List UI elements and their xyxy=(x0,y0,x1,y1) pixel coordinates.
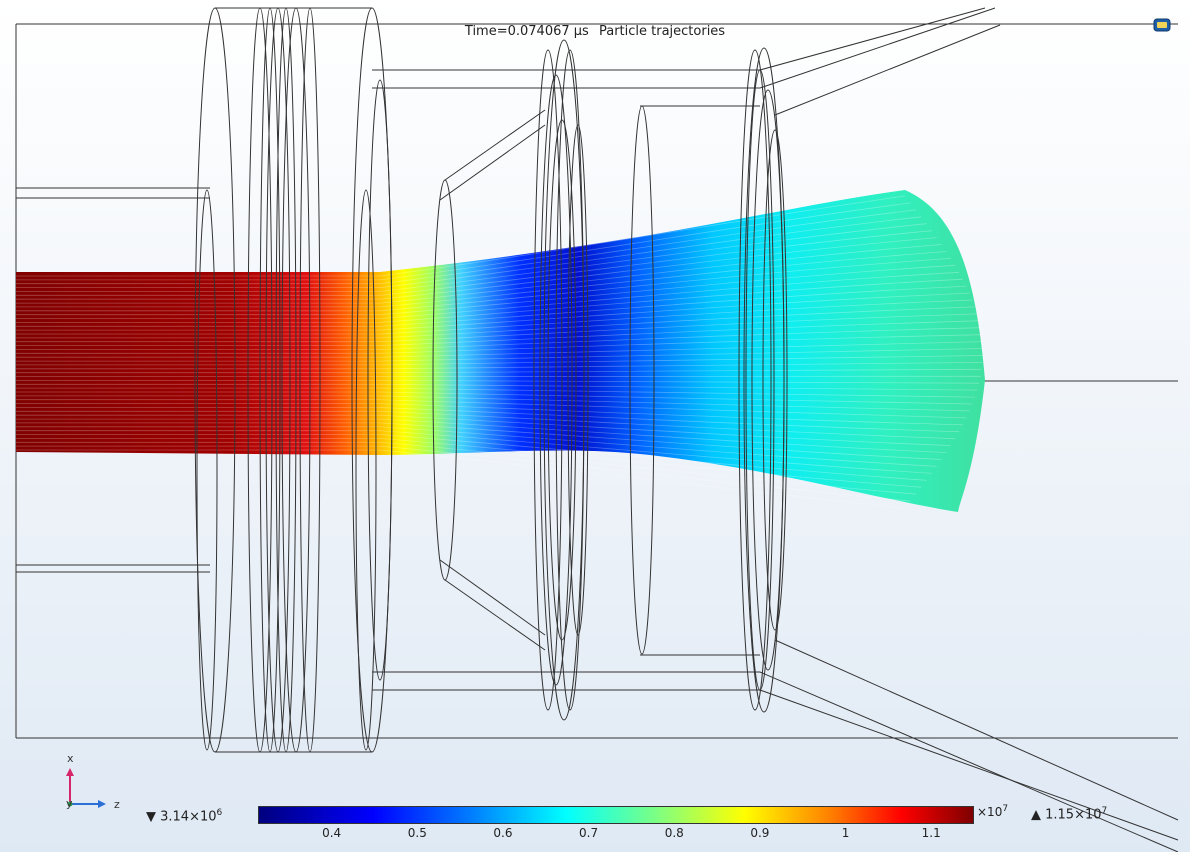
colorbar-gradient xyxy=(258,806,974,824)
colorbar-tick-label: 1 xyxy=(841,826,850,840)
colorbar-tick-label: 0.4 xyxy=(322,826,342,840)
beam-envelope xyxy=(16,190,985,512)
triad-label-y: y xyxy=(66,797,73,810)
colorbar-max-label: ▲ 1.15×107 xyxy=(1031,806,1108,823)
trajectory-line xyxy=(16,244,942,304)
trajectory-line xyxy=(16,445,911,502)
trajectory-line xyxy=(16,334,982,354)
camera-screen-icon[interactable] xyxy=(1152,16,1172,34)
trajectory-line xyxy=(16,195,906,277)
particle-beam xyxy=(16,190,985,512)
colorbar-tick-label: 0.5 xyxy=(407,826,427,840)
trajectory-line xyxy=(16,441,916,495)
trajectory-line xyxy=(16,403,964,426)
triad-y-axis xyxy=(67,801,73,807)
trajectory-line xyxy=(16,426,937,467)
trajectory-line xyxy=(16,216,922,288)
trajectory-line xyxy=(16,368,982,374)
trajectory-line xyxy=(16,202,911,281)
axis-triad xyxy=(66,768,106,808)
trajectory-line xyxy=(16,285,967,327)
trajectory-line xyxy=(16,430,932,474)
trajectory-line xyxy=(16,410,956,440)
trajectory-line xyxy=(16,362,983,370)
triad-x-arrow xyxy=(66,768,74,776)
trajectory-line xyxy=(16,383,978,391)
plot-title-text: Particle trajectories xyxy=(598,24,726,39)
electrode-geometry xyxy=(16,7,1179,852)
colorbar-tick-label: 0.6 xyxy=(493,826,513,840)
trajectory-lines xyxy=(16,195,984,509)
trajectory-line xyxy=(16,407,960,433)
trajectory-line xyxy=(16,306,976,339)
colorbar-multiplier: ×107 xyxy=(977,804,1009,819)
trajectory-line xyxy=(16,230,932,296)
trajectory-line xyxy=(16,387,976,398)
trajectory-line xyxy=(16,237,937,300)
triad-label-z: z xyxy=(114,798,120,811)
colorbar-tick-label: 0.7 xyxy=(579,826,599,840)
trajectory-line xyxy=(16,380,980,384)
trajectory-line xyxy=(16,223,927,292)
trajectory-line xyxy=(16,209,916,285)
trajectory-line xyxy=(16,313,978,343)
trajectory-line xyxy=(16,327,981,350)
triad-label-x: x xyxy=(67,752,74,765)
trajectory-line xyxy=(16,434,927,481)
trajectory-line xyxy=(16,449,906,509)
trajectory-line xyxy=(16,251,947,308)
time-label: Time=0.074067 µs xyxy=(464,24,589,39)
triad-z-arrow xyxy=(98,800,106,808)
colorbar-tick-label: 1.1 xyxy=(921,826,941,840)
colorbar-tick-label: 0.8 xyxy=(664,826,684,840)
trajectory-line xyxy=(16,422,942,460)
trajectory-line xyxy=(16,418,947,453)
trajectory-line xyxy=(16,414,951,446)
trajectory-line xyxy=(16,258,951,312)
trajectory-line xyxy=(16,438,922,488)
trajectory-line xyxy=(16,264,956,316)
plot-title: Time=0.074067 µs Particle trajectories xyxy=(0,24,1190,39)
trajectory-line xyxy=(16,292,970,331)
trajectory-line xyxy=(16,320,980,346)
colorbar-tick-label: 0.9 xyxy=(750,826,770,840)
trajectory-line xyxy=(16,271,960,319)
colorbar-min-label: ▼ 3.14×106 xyxy=(146,808,223,825)
trajectory-line xyxy=(16,299,973,335)
trajectory-line xyxy=(16,278,964,323)
